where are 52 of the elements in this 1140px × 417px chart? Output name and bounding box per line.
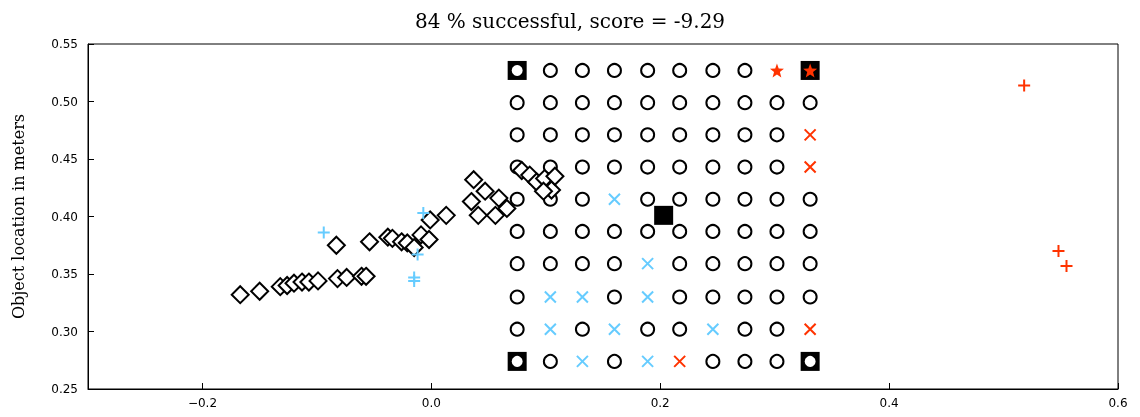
point bbox=[250, 281, 270, 301]
y-axis-title: Object location in meters bbox=[8, 114, 28, 319]
point bbox=[1059, 258, 1074, 273]
point bbox=[641, 257, 655, 271]
x-tick-label: −0.2 bbox=[187, 396, 218, 410]
point bbox=[769, 63, 784, 78]
point bbox=[545, 166, 565, 186]
point bbox=[475, 181, 495, 201]
point bbox=[468, 205, 488, 225]
point bbox=[543, 322, 557, 336]
x-tick-label: 0.4 bbox=[879, 396, 899, 410]
point bbox=[803, 160, 817, 174]
y-tick-label: 0.50 bbox=[51, 94, 78, 109]
point bbox=[803, 322, 817, 336]
point bbox=[543, 290, 557, 304]
point bbox=[485, 205, 505, 225]
point bbox=[308, 271, 328, 291]
point bbox=[706, 322, 720, 336]
point bbox=[420, 210, 440, 230]
chart-title: 84 % successful, score = -9.29 bbox=[414, 9, 726, 33]
point bbox=[673, 354, 687, 368]
point bbox=[326, 235, 346, 255]
point bbox=[316, 225, 331, 240]
point bbox=[489, 188, 509, 208]
point bbox=[360, 232, 380, 252]
point bbox=[654, 205, 674, 225]
x-tick-label: 0.6 bbox=[1108, 396, 1128, 410]
y-tick-label: 0.55 bbox=[51, 37, 78, 51]
point bbox=[1017, 78, 1032, 93]
point bbox=[575, 290, 589, 304]
point bbox=[337, 267, 357, 287]
point bbox=[533, 181, 553, 201]
point bbox=[436, 205, 456, 225]
point bbox=[230, 285, 250, 305]
point bbox=[461, 192, 481, 212]
point bbox=[497, 198, 517, 218]
y-tick-label: 0.25 bbox=[51, 382, 78, 396]
x-tick-label: 0.2 bbox=[650, 396, 670, 410]
point bbox=[607, 322, 621, 336]
y-tick-label: 0.40 bbox=[51, 209, 78, 224]
point bbox=[641, 354, 655, 368]
point bbox=[641, 290, 655, 304]
x-tick-label: 0.0 bbox=[421, 396, 441, 410]
point bbox=[1051, 244, 1066, 258]
point bbox=[575, 354, 589, 368]
point bbox=[803, 128, 817, 142]
point bbox=[607, 192, 621, 206]
point bbox=[419, 230, 439, 249]
y-tick-label: 0.45 bbox=[51, 152, 78, 166]
y-tick-label: 0.30 bbox=[51, 324, 78, 339]
y-tick-label: 0.35 bbox=[51, 267, 78, 281]
point bbox=[464, 170, 484, 190]
